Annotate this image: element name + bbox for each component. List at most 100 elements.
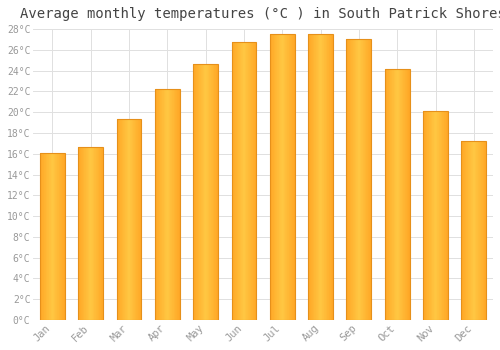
Bar bbox=[88, 147, 89, 320]
Bar bbox=[423, 111, 448, 320]
Bar bbox=[436, 111, 437, 320]
Bar bbox=[472, 141, 474, 320]
Bar bbox=[293, 34, 294, 320]
Bar bbox=[83, 147, 84, 320]
Bar bbox=[195, 64, 196, 320]
Bar bbox=[440, 111, 441, 320]
Bar bbox=[157, 89, 158, 320]
Bar bbox=[160, 89, 161, 320]
Bar bbox=[135, 119, 136, 320]
Bar bbox=[435, 111, 436, 320]
Bar bbox=[141, 119, 142, 320]
Bar bbox=[443, 111, 444, 320]
Bar bbox=[478, 141, 479, 320]
Bar bbox=[362, 40, 364, 320]
Bar bbox=[288, 34, 289, 320]
Bar bbox=[332, 34, 333, 320]
Bar bbox=[40, 153, 41, 320]
Bar bbox=[207, 64, 208, 320]
Bar bbox=[365, 40, 366, 320]
Bar bbox=[128, 119, 129, 320]
Bar bbox=[485, 141, 486, 320]
Bar bbox=[52, 153, 53, 320]
Bar bbox=[163, 89, 164, 320]
Bar bbox=[278, 34, 279, 320]
Bar bbox=[234, 42, 236, 320]
Bar bbox=[208, 64, 209, 320]
Bar bbox=[215, 64, 216, 320]
Bar bbox=[284, 34, 285, 320]
Bar bbox=[468, 141, 469, 320]
Bar bbox=[467, 141, 468, 320]
Bar bbox=[129, 119, 130, 320]
Bar bbox=[203, 64, 204, 320]
Bar bbox=[392, 69, 393, 320]
Bar bbox=[94, 147, 95, 320]
Bar bbox=[42, 153, 43, 320]
Bar bbox=[217, 64, 218, 320]
Bar bbox=[271, 34, 272, 320]
Bar bbox=[290, 34, 291, 320]
Bar bbox=[95, 147, 96, 320]
Bar bbox=[117, 119, 118, 320]
Bar bbox=[434, 111, 435, 320]
Bar bbox=[136, 119, 137, 320]
Bar bbox=[359, 40, 360, 320]
Bar bbox=[441, 111, 442, 320]
Bar bbox=[131, 119, 132, 320]
Bar bbox=[85, 147, 86, 320]
Bar bbox=[426, 111, 427, 320]
Bar bbox=[237, 42, 238, 320]
Bar bbox=[321, 34, 322, 320]
Bar bbox=[431, 111, 432, 320]
Bar bbox=[47, 153, 48, 320]
Bar bbox=[315, 34, 316, 320]
Bar bbox=[233, 42, 234, 320]
Bar bbox=[132, 119, 133, 320]
Bar bbox=[398, 69, 399, 320]
Bar bbox=[206, 64, 207, 320]
Bar bbox=[84, 147, 85, 320]
Bar bbox=[400, 69, 401, 320]
Bar bbox=[119, 119, 120, 320]
Bar bbox=[96, 147, 97, 320]
Bar bbox=[44, 153, 45, 320]
Bar bbox=[270, 34, 295, 320]
Bar bbox=[401, 69, 402, 320]
Bar bbox=[282, 34, 283, 320]
Bar bbox=[349, 40, 350, 320]
Bar bbox=[50, 153, 51, 320]
Bar bbox=[200, 64, 202, 320]
Bar bbox=[58, 153, 59, 320]
Bar bbox=[389, 69, 390, 320]
Bar bbox=[326, 34, 327, 320]
Bar bbox=[241, 42, 242, 320]
Bar bbox=[214, 64, 215, 320]
Bar bbox=[424, 111, 425, 320]
Bar bbox=[484, 141, 485, 320]
Bar bbox=[438, 111, 440, 320]
Bar bbox=[133, 119, 134, 320]
Bar bbox=[366, 40, 367, 320]
Bar bbox=[78, 147, 79, 320]
Bar bbox=[174, 89, 175, 320]
Bar bbox=[232, 42, 256, 320]
Bar bbox=[205, 64, 206, 320]
Bar bbox=[126, 119, 127, 320]
Bar bbox=[204, 64, 205, 320]
Bar bbox=[213, 64, 214, 320]
Bar bbox=[134, 119, 135, 320]
Bar bbox=[172, 89, 173, 320]
Bar bbox=[197, 64, 198, 320]
Bar bbox=[198, 64, 199, 320]
Bar bbox=[56, 153, 58, 320]
Bar bbox=[350, 40, 351, 320]
Bar bbox=[409, 69, 410, 320]
Bar bbox=[102, 147, 103, 320]
Bar bbox=[437, 111, 438, 320]
Bar bbox=[179, 89, 180, 320]
Bar bbox=[403, 69, 404, 320]
Bar bbox=[122, 119, 123, 320]
Bar bbox=[46, 153, 47, 320]
Bar bbox=[430, 111, 431, 320]
